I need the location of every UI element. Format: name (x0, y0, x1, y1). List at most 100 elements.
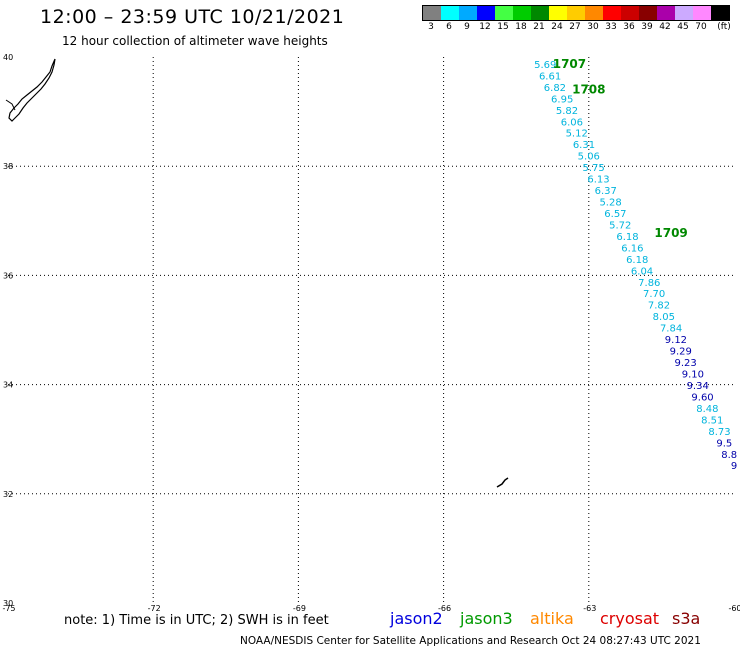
credit-line: NOAA/NESDIS Center for Satellite Applica… (240, 635, 701, 647)
pass-time-label: 1708 (572, 83, 605, 97)
swh-point-label: 9.23 (674, 358, 696, 369)
swh-point-label: 6.13 (587, 175, 609, 186)
swh-point-label: 6.06 (561, 117, 583, 128)
lat-tick-label: 34 (3, 381, 13, 390)
legend-swatch (621, 6, 639, 20)
swh-point-label: 9.29 (670, 347, 692, 358)
legend-label: 9 (464, 22, 470, 32)
swh-point-label: 8.48 (696, 404, 718, 415)
legend-label: 18 (515, 22, 527, 32)
bermuda-island (496, 477, 509, 488)
coastline (8, 58, 56, 122)
legend-swatch (459, 6, 477, 20)
legend-label: 45 (677, 22, 689, 32)
legend-swatch (495, 6, 513, 20)
legend-label: 15 (497, 22, 509, 32)
coastline-detail (5, 99, 16, 111)
legend-swatch (423, 6, 441, 20)
legend-swatch (549, 6, 567, 20)
chart-title: 12:00 – 23:59 UTC 10/21/2021 (40, 6, 345, 28)
swh-point-label: 9.34 (687, 381, 709, 392)
swh-point-label: 6.31 (573, 140, 595, 151)
swh-point-label: 7.86 (638, 278, 660, 289)
lon-tick-label: -72 (148, 604, 161, 613)
swh-point-label: 5.28 (599, 198, 621, 209)
swh-point-label: 7.84 (660, 324, 682, 335)
legend-label: 3 (428, 22, 434, 32)
swh-point-label: 5.12 (566, 129, 588, 140)
legend-label: 33 (605, 22, 617, 32)
swh-point-label: 6.37 (595, 186, 617, 197)
swh-point-label: 6.95 (551, 94, 573, 105)
legend-label: 21 (533, 22, 545, 32)
legend-label: 39 (641, 22, 653, 32)
legend-label: 6 (446, 22, 452, 32)
swh-point-label: 6.57 (604, 209, 626, 220)
legend-swatch (531, 6, 549, 20)
legend-swatch (711, 6, 729, 20)
lat-tick-label: 32 (3, 490, 13, 499)
legend-swatch (441, 6, 459, 20)
swh-point-label: 6.18 (626, 255, 648, 266)
swh-point-label: 9.5 (716, 438, 732, 449)
swh-point-label: 8.51 (701, 415, 723, 426)
swh-point-label: 9.12 (665, 335, 687, 346)
legend-label: 24 (551, 22, 563, 32)
swh-point-label: 6.04 (631, 266, 653, 277)
legend-swatch (657, 6, 675, 20)
lat-tick-label: 38 (3, 162, 13, 171)
satellite-name: s3a (672, 609, 701, 628)
legend-swatch (693, 6, 711, 20)
swh-point-label: 6.82 (544, 83, 566, 94)
legend-swatch (477, 6, 495, 20)
swh-point-label: 8.05 (653, 312, 675, 323)
legend-swatch (675, 6, 693, 20)
legend-swatch (513, 6, 531, 20)
chart-subtitle: 12 hour collection of altimeter wave hei… (62, 34, 328, 48)
pass-time-label: 1707 (553, 57, 586, 71)
swh-point-label: 8.73 (708, 427, 730, 438)
color-legend (422, 5, 730, 21)
pass-time-label: 1709 (654, 226, 687, 240)
lon-tick-label: -69 (293, 604, 306, 613)
lat-tick-label: 36 (3, 271, 13, 280)
swh-point-label: 9.10 (682, 370, 704, 381)
lon-tick-label: -60 (728, 604, 740, 613)
legend-label: 42 (659, 22, 671, 32)
legend-label: 36 (623, 22, 635, 32)
lon-tick-label: -75 (2, 604, 15, 613)
lat-tick-label: 40 (3, 53, 13, 62)
swh-point-label: 6.18 (616, 232, 638, 243)
legend-swatch (585, 6, 603, 20)
satellite-name: cryosat (600, 609, 660, 628)
satellite-name: jason2 (390, 609, 443, 628)
lat-tick-label: 30 (3, 599, 13, 608)
swh-point-label: 6.16 (621, 243, 643, 254)
lon-tick-label: -66 (438, 604, 451, 613)
swh-point-label: 9 (731, 461, 737, 472)
footer-note: note: 1) Time is in UTC; 2) SWH is in fe… (64, 613, 329, 628)
swh-point-label: 6.61 (539, 71, 561, 82)
legend-label: 30 (587, 22, 599, 32)
swh-point-label: 5.72 (609, 220, 631, 231)
legend-label: 70 (695, 22, 707, 32)
lon-tick-label: -63 (583, 604, 596, 613)
legend-label: 27 (569, 22, 581, 32)
satellite-legend: jason2 jason3 altika cryosat s3a (0, 609, 740, 629)
swh-point-label: 9.60 (691, 392, 713, 403)
legend-unit: (ft) (717, 22, 731, 32)
swh-point-label: 7.82 (648, 301, 670, 312)
legend-swatch (639, 6, 657, 20)
satellite-name: jason3 (460, 609, 513, 628)
swh-point-label: 5.69 (534, 60, 556, 71)
legend-label: 12 (479, 22, 491, 32)
satellite-name: altika (530, 609, 574, 628)
swh-point-label: 8.8 (721, 450, 737, 461)
swh-point-label: 7.70 (643, 289, 665, 300)
legend-swatch (603, 6, 621, 20)
swh-point-label: 5.06 (578, 152, 600, 163)
legend-swatch (567, 6, 585, 20)
swh-point-label: 5.82 (556, 106, 578, 117)
swh-point-label: 5.75 (583, 163, 605, 174)
